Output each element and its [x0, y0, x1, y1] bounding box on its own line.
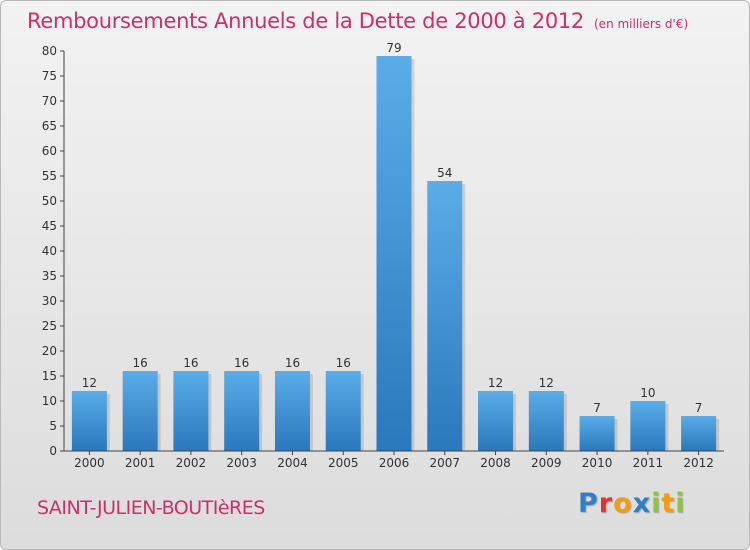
bar-2010 [579, 416, 615, 451]
bar-2008 [478, 391, 514, 451]
bar-2003 [224, 371, 260, 451]
bar-2000 [71, 391, 107, 451]
town-name: SAINT-JULIEN-BOUTIèRES [37, 497, 265, 519]
data-label-2004: 16 [285, 356, 300, 370]
y-tick-label-80: 80 [42, 44, 57, 58]
logo-letter: r [598, 488, 614, 519]
y-tick-label-25: 25 [42, 319, 57, 333]
data-label-2012: 7 [695, 401, 703, 415]
logo-letter: x [632, 488, 652, 519]
data-label-2001: 16 [133, 356, 148, 370]
y-tick-label-50: 50 [42, 194, 57, 208]
x-tick-label-2002: 2002 [176, 456, 207, 470]
chart-unit: (en milliers d'€) [594, 17, 689, 31]
proxiti-logo: Proxiti [578, 488, 686, 519]
data-label-2009: 12 [539, 376, 554, 390]
bar-2011 [630, 401, 666, 451]
y-tick-label-0: 0 [49, 444, 57, 458]
y-tick-label-20: 20 [42, 344, 57, 358]
y-tick-label-10: 10 [42, 394, 57, 408]
bar-2002 [173, 371, 209, 451]
data-label-2003: 16 [234, 356, 249, 370]
logo-letter: i [651, 488, 662, 519]
y-tick-label-65: 65 [42, 119, 57, 133]
bar-2006 [376, 56, 412, 451]
x-tick-label-2009: 2009 [531, 456, 562, 470]
data-label-2008: 12 [488, 376, 503, 390]
data-label-2007: 54 [437, 166, 452, 180]
logo-letter: P [578, 488, 599, 519]
bar-2012 [681, 416, 717, 451]
x-tick-label-2010: 2010 [582, 456, 613, 470]
chart-title-text: Remboursements Annuels de la Dette de 20… [27, 9, 584, 33]
bar-2007 [427, 181, 463, 451]
y-tick-label-55: 55 [42, 169, 57, 183]
bar-2005 [325, 371, 361, 451]
y-tick-label-45: 45 [42, 219, 57, 233]
y-tick-label-60: 60 [42, 144, 57, 158]
bar-2001 [122, 371, 158, 451]
y-tick-label-35: 35 [42, 269, 57, 283]
y-tick-label-30: 30 [42, 294, 57, 308]
y-tick-label-5: 5 [49, 419, 57, 433]
x-tick-label-2005: 2005 [328, 456, 359, 470]
x-tick-label-2008: 2008 [480, 456, 511, 470]
x-tick-label-2011: 2011 [633, 456, 664, 470]
logo-letter: o [613, 488, 633, 519]
x-tick-label-2006: 2006 [379, 456, 410, 470]
x-tick-label-2003: 2003 [226, 456, 257, 470]
x-tick-label-2007: 2007 [429, 456, 460, 470]
bar-2009 [528, 391, 564, 451]
x-tick-label-2001: 2001 [125, 456, 156, 470]
data-label-2002: 16 [183, 356, 198, 370]
logo-letter: i [675, 488, 686, 519]
data-label-2010: 7 [593, 401, 601, 415]
data-label-2011: 10 [640, 386, 655, 400]
chart-title: Remboursements Annuels de la Dette de 20… [27, 9, 688, 33]
y-tick-label-75: 75 [42, 69, 57, 83]
bar-2004 [274, 371, 310, 451]
data-label-2006: 79 [386, 41, 401, 55]
data-label-2000: 12 [82, 376, 97, 390]
x-tick-label-2012: 2012 [683, 456, 714, 470]
y-tick-label-15: 15 [42, 369, 57, 383]
data-label-2005: 16 [336, 356, 351, 370]
y-tick-label-70: 70 [42, 94, 57, 108]
logo-letter: t [661, 488, 676, 519]
x-tick-label-2000: 2000 [74, 456, 105, 470]
x-tick-label-2004: 2004 [277, 456, 308, 470]
y-tick-label-40: 40 [42, 244, 57, 258]
